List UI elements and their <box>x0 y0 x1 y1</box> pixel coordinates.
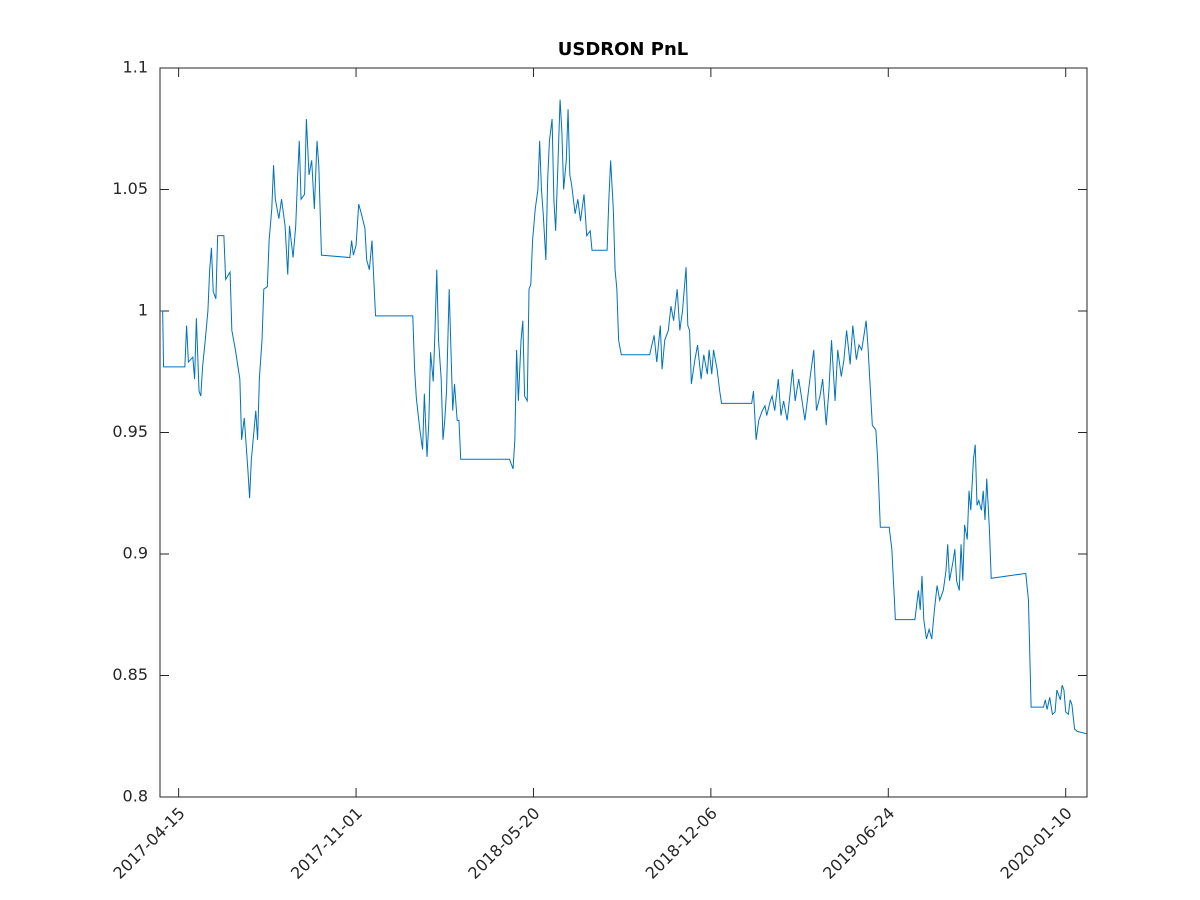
chart-title: USDRON PnL <box>558 39 689 60</box>
plot-area <box>160 68 1087 797</box>
y-tick-label: 0.9 <box>123 544 148 563</box>
y-tick-label: 1.05 <box>112 179 148 198</box>
y-tick-label: 1.1 <box>123 58 148 77</box>
axes-box <box>159 67 1088 798</box>
y-tick-label: 1 <box>138 301 148 320</box>
y-tick-label: 0.85 <box>112 665 148 684</box>
data-line <box>160 99 1088 735</box>
y-tick-label: 0.8 <box>123 787 148 806</box>
y-tick-label: 0.95 <box>112 422 148 441</box>
